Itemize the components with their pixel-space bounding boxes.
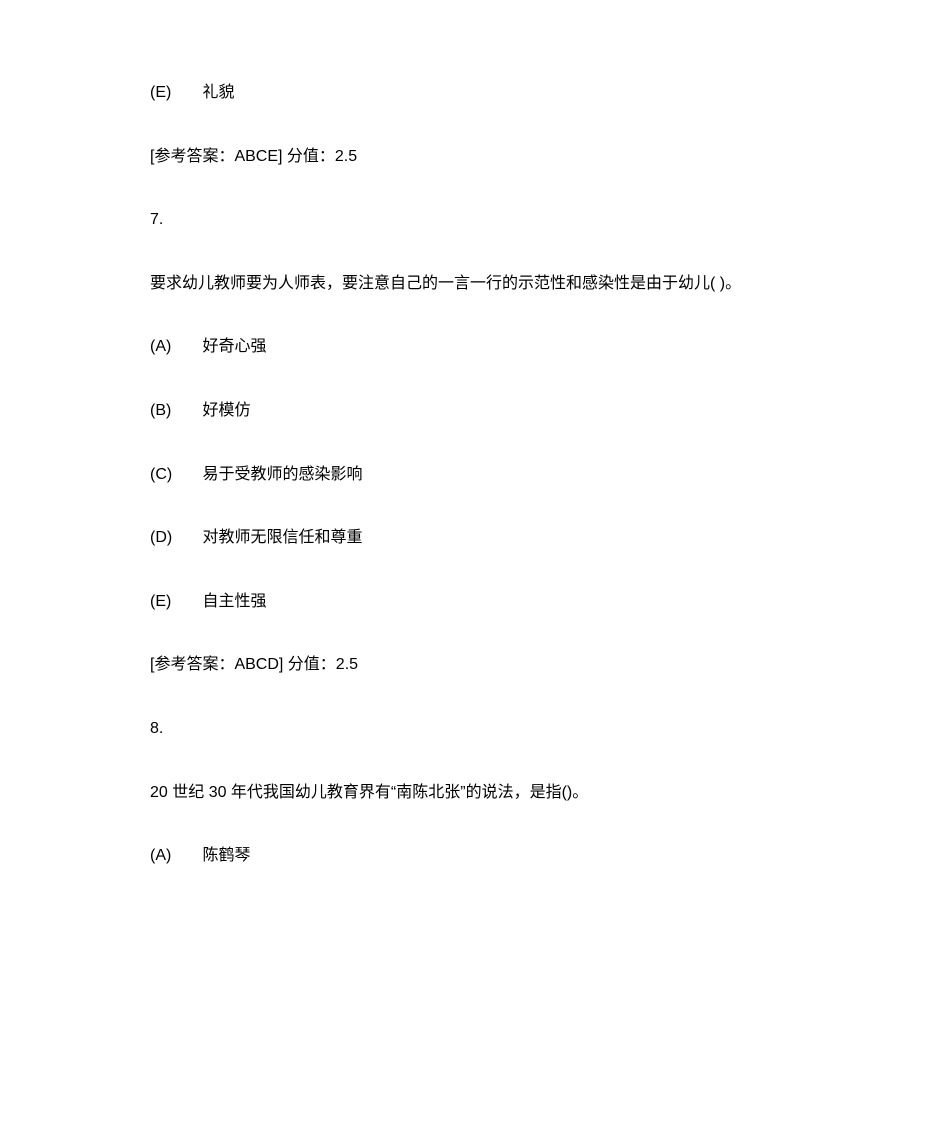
option-marker: (E) bbox=[150, 80, 198, 106]
option-marker: (D) bbox=[150, 525, 198, 551]
q7-option-c: (C) 易于受教师的感染影响 bbox=[150, 462, 795, 488]
option-text: 好模仿 bbox=[202, 402, 250, 419]
q7-option-e: (E) 自主性强 bbox=[150, 589, 795, 615]
q6-answer-line: [参考答案：ABCE] 分值：2.5 bbox=[150, 144, 795, 170]
q7-option-d: (D) 对教师无限信任和尊重 bbox=[150, 525, 795, 551]
q8-stem: 20 世纪 30 年代我国幼儿教育界有“南陈北张”的说法，是指()。 bbox=[150, 780, 795, 806]
option-text: 自主性强 bbox=[202, 593, 266, 610]
option-text: 易于受教师的感染影响 bbox=[202, 466, 362, 483]
option-text: 礼貌 bbox=[202, 84, 234, 101]
option-marker: (C) bbox=[150, 462, 198, 488]
q7-answer-line: [参考答案：ABCD] 分值：2.5 bbox=[150, 652, 795, 678]
option-marker: (A) bbox=[150, 843, 198, 869]
q8-number: 8. bbox=[150, 716, 795, 742]
q6-option-e: (E) 礼貌 bbox=[150, 80, 795, 106]
q7-number: 7. bbox=[150, 207, 795, 233]
q8-option-a: (A) 陈鹤琴 bbox=[150, 843, 795, 869]
q7-option-a: (A) 好奇心强 bbox=[150, 334, 795, 360]
option-text: 陈鹤琴 bbox=[202, 847, 250, 864]
option-marker: (B) bbox=[150, 398, 198, 424]
option-marker: (E) bbox=[150, 589, 198, 615]
option-marker: (A) bbox=[150, 334, 198, 360]
q7-stem: 要求幼儿教师要为人师表，要注意自己的一言一行的示范性和感染性是由于幼儿( )。 bbox=[150, 271, 795, 297]
q7-option-b: (B) 好模仿 bbox=[150, 398, 795, 424]
option-text: 好奇心强 bbox=[202, 338, 266, 355]
option-text: 对教师无限信任和尊重 bbox=[202, 529, 362, 546]
